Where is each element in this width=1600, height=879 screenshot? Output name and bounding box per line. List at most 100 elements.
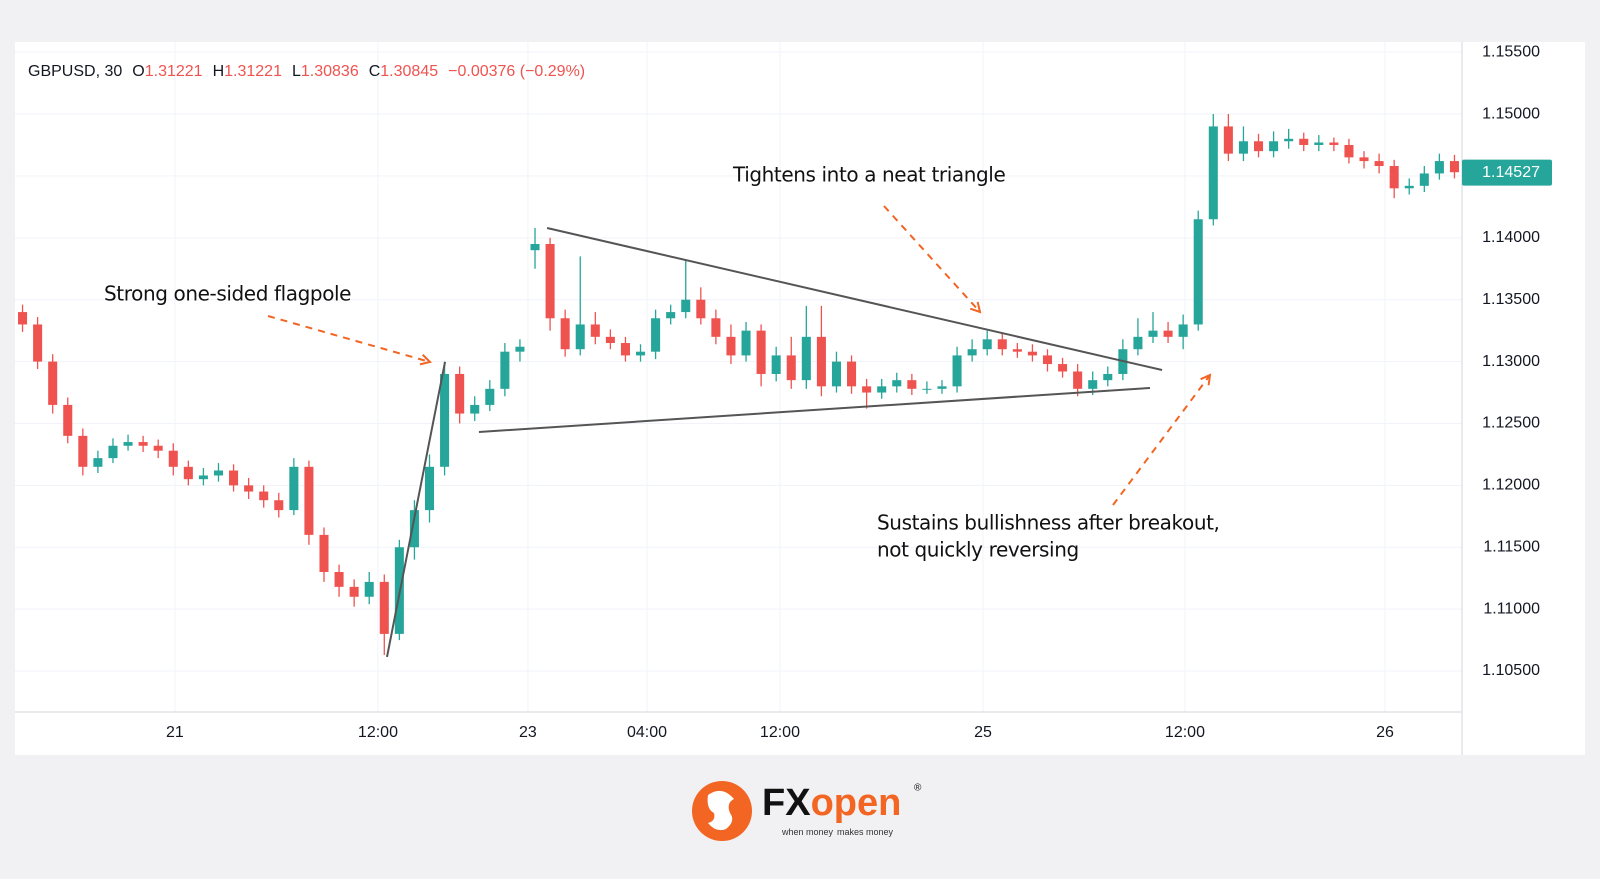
candle-body xyxy=(741,330,751,356)
candle-body xyxy=(274,500,284,511)
candle-body xyxy=(213,470,224,476)
candle-body xyxy=(78,435,88,467)
candle-body xyxy=(1389,166,1399,189)
y-tick-label: 1.10500 xyxy=(1482,662,1540,679)
x-tick-label: 12:00 xyxy=(760,724,800,741)
candle-body xyxy=(1359,157,1369,162)
brand-fx: FX xyxy=(762,782,811,824)
candle-body xyxy=(967,349,977,356)
candle-body xyxy=(1133,336,1143,350)
candle-body xyxy=(500,351,510,389)
candle-body xyxy=(1088,380,1098,389)
tagline-a: when money xyxy=(781,827,834,837)
candle-body xyxy=(726,336,736,356)
candle-body xyxy=(786,355,796,381)
last-price-label: 1.14527 xyxy=(1482,164,1540,181)
candle-body xyxy=(847,361,857,387)
candle-body xyxy=(1148,330,1158,337)
candle-body xyxy=(319,534,329,573)
header-h-label: H xyxy=(213,63,225,80)
arrow xyxy=(1112,375,1210,506)
arrow xyxy=(883,205,980,312)
header-low: 1.30836 xyxy=(301,63,359,80)
candle-body xyxy=(183,466,193,480)
candle-body xyxy=(997,339,1007,350)
y-tick-label: 1.12000 xyxy=(1482,477,1540,494)
tagline-b: makes money xyxy=(837,827,894,837)
y-tick-label: 1.13000 xyxy=(1482,353,1540,370)
annotation-arrows xyxy=(267,205,1210,506)
candle-body xyxy=(1238,141,1248,154)
candle-body xyxy=(18,312,28,325)
candle-body xyxy=(349,586,359,597)
candle-body xyxy=(244,485,254,492)
plot-area: 1.10500 1.11000 1.11500 1.12000 1.12500 1.130… xyxy=(15,42,1552,755)
candle-body xyxy=(1449,161,1459,173)
candle-body xyxy=(696,299,706,319)
header-change: −0.00376 (−0.29%) xyxy=(448,63,585,80)
candle-body xyxy=(681,299,691,313)
candle-body xyxy=(771,355,781,374)
candle-body xyxy=(379,581,389,634)
chart-panel xyxy=(15,42,1585,755)
header-high: 1.31221 xyxy=(224,63,282,80)
candle-body xyxy=(1178,324,1188,337)
candle-body xyxy=(455,373,465,414)
y-tick-label: 1.15500 xyxy=(1482,43,1540,60)
candle-body xyxy=(1042,355,1053,365)
candle-body xyxy=(1314,142,1324,145)
candle-body xyxy=(63,404,73,436)
candle-body xyxy=(470,404,480,414)
symbol-header: GBPUSD, 30 O1.31221 H1.31221 L1.30836 C1.308… xyxy=(28,63,585,80)
x-tick-label: 04:00 xyxy=(627,724,667,741)
candle-body xyxy=(1269,141,1279,152)
candle-body xyxy=(605,336,615,344)
x-tick-label: 25 xyxy=(974,724,992,741)
x-tick-label: 26 xyxy=(1376,724,1394,741)
header-l-label: L xyxy=(292,63,301,80)
candle-body xyxy=(530,244,540,251)
candle-body xyxy=(123,442,133,446)
y-tick-label: 1.11000 xyxy=(1483,600,1540,617)
candle-body xyxy=(108,445,118,459)
header-symbol: GBPUSD, 30 xyxy=(28,63,122,80)
candle-body xyxy=(575,324,585,350)
candle-body xyxy=(1419,173,1429,186)
candle-body xyxy=(1208,126,1218,220)
candle-body xyxy=(1434,161,1444,174)
header-open: 1.31221 xyxy=(145,63,203,80)
candle-body xyxy=(259,491,269,501)
brand-open: open xyxy=(811,782,902,824)
brand-name: FXopen xyxy=(762,782,901,824)
candle-body xyxy=(1299,138,1309,145)
candle-body xyxy=(515,346,525,352)
annotation: not quickly reversing xyxy=(877,538,1079,562)
candle-body xyxy=(1223,126,1233,154)
candle-body xyxy=(1103,373,1113,381)
candle-body xyxy=(907,380,917,389)
candle-body xyxy=(93,458,103,467)
trend-line xyxy=(546,227,1163,371)
footer: FXopen ® when money makes money xyxy=(692,781,922,841)
candle-body xyxy=(620,343,630,356)
candle-body xyxy=(877,386,887,393)
candle-body xyxy=(1404,185,1414,189)
candle-body xyxy=(816,336,826,387)
candle-body xyxy=(304,466,314,535)
logo-figure xyxy=(707,790,734,831)
candle-body xyxy=(937,386,947,389)
candle-body xyxy=(982,339,992,350)
candle-body xyxy=(651,318,661,352)
candle-body xyxy=(33,324,43,362)
candle-body xyxy=(198,475,208,480)
candle-body xyxy=(168,450,178,467)
y-tick-label: 1.11500 xyxy=(1483,538,1540,555)
candle-body xyxy=(892,380,902,387)
candle-body xyxy=(560,318,570,350)
candle-body xyxy=(424,466,435,511)
candle-body xyxy=(1073,371,1083,389)
annotation: Tightens into a neat triangle xyxy=(732,163,1005,187)
candle-body xyxy=(1193,219,1203,325)
candle-body xyxy=(1163,330,1173,337)
candle-body xyxy=(289,466,299,511)
